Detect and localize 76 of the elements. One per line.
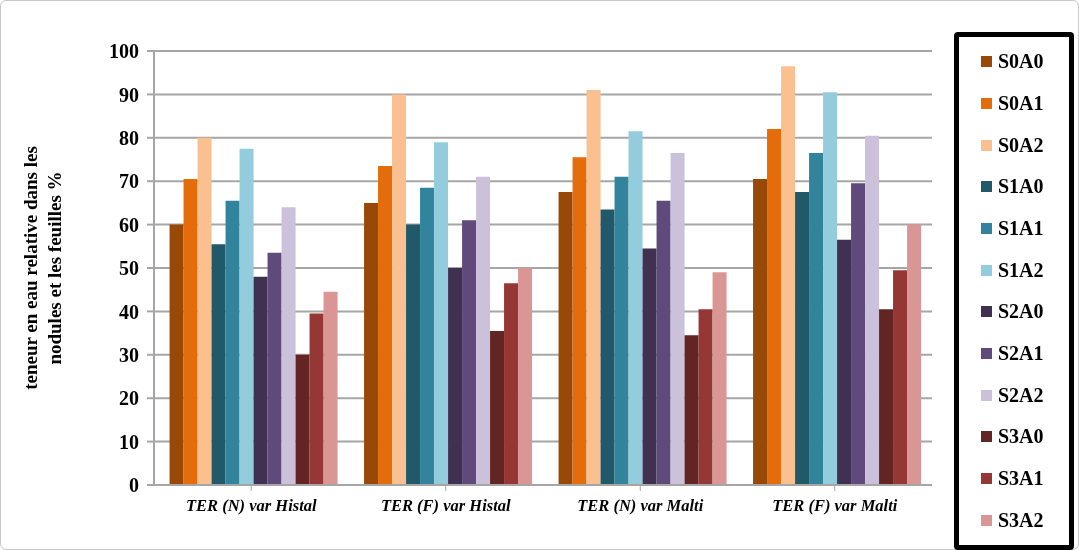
y-tick-label: 20 (119, 387, 139, 410)
bar (225, 200, 240, 485)
bar (781, 66, 796, 485)
y-tick-label: 30 (119, 343, 139, 366)
bar (211, 244, 226, 485)
bar (253, 276, 268, 485)
bar (183, 179, 198, 485)
bar (767, 129, 782, 485)
bar (670, 152, 685, 485)
y-tick-label: 10 (119, 430, 139, 453)
bar (558, 192, 573, 485)
x-tick-label: TER (F) var Malti (772, 496, 898, 515)
bar (420, 187, 435, 485)
legend-label: S2A0 (998, 300, 1044, 324)
bar (406, 224, 421, 485)
bar (267, 252, 282, 485)
x-tick-label: TER (N) var Malti (577, 496, 704, 515)
bar (628, 131, 643, 485)
y-tick-label: 0 (129, 474, 139, 497)
bar (572, 157, 587, 485)
bar (642, 248, 657, 485)
legend-label: S1A1 (998, 216, 1044, 240)
y-tick-label: 90 (119, 83, 139, 106)
y-tick-label: 100 (109, 40, 139, 63)
y-tick-label: 80 (119, 126, 139, 149)
bar (448, 268, 463, 485)
bar (684, 335, 699, 485)
bar (309, 313, 324, 485)
legend-label: S3A2 (998, 508, 1044, 532)
bar (490, 330, 505, 485)
bar (823, 92, 838, 485)
bar (907, 224, 922, 485)
bar (809, 152, 824, 485)
bar (197, 137, 212, 485)
bar (656, 200, 671, 485)
bar (323, 291, 338, 485)
legend-label: S0A2 (998, 133, 1044, 157)
y-tick-label: 40 (119, 300, 139, 323)
legend-label: S0A0 (998, 50, 1044, 74)
legend-label: S1A2 (998, 258, 1044, 282)
bar (600, 209, 615, 485)
bar (753, 179, 768, 485)
bar (795, 192, 810, 485)
bar (698, 309, 713, 485)
bar (586, 90, 601, 485)
bar (169, 224, 184, 485)
legend-label: S0A1 (998, 91, 1044, 115)
legend-label: S3A0 (998, 425, 1044, 449)
y-tick-label: 50 (119, 257, 139, 280)
bar (392, 94, 407, 485)
bar (518, 268, 533, 485)
bar (239, 148, 254, 485)
bar (893, 270, 908, 485)
bar (614, 176, 629, 485)
x-tick-label: TER (N) var Histal (185, 496, 317, 515)
y-axis-title: teneur en eau relative dans les nodules et les feuilles % (20, 146, 65, 390)
legend-label: S2A1 (998, 341, 1044, 365)
bar (462, 220, 477, 485)
bar (879, 309, 894, 485)
bar (434, 142, 449, 485)
bar (712, 272, 727, 485)
y-tick-label: 70 (119, 170, 139, 193)
y-tick-label: 60 (119, 213, 139, 236)
legend-label: S2A2 (998, 383, 1044, 407)
bar (504, 283, 519, 485)
bar (295, 354, 310, 485)
bar (281, 207, 296, 485)
bar (364, 202, 379, 485)
x-tick-label: TER (F) var Histal (380, 496, 512, 515)
bar (476, 176, 491, 485)
bar (378, 166, 393, 485)
bar (837, 239, 852, 485)
bar (851, 183, 866, 485)
legend-label: S3A1 (998, 466, 1044, 490)
bar (865, 135, 880, 485)
legend-label: S1A0 (998, 175, 1044, 199)
